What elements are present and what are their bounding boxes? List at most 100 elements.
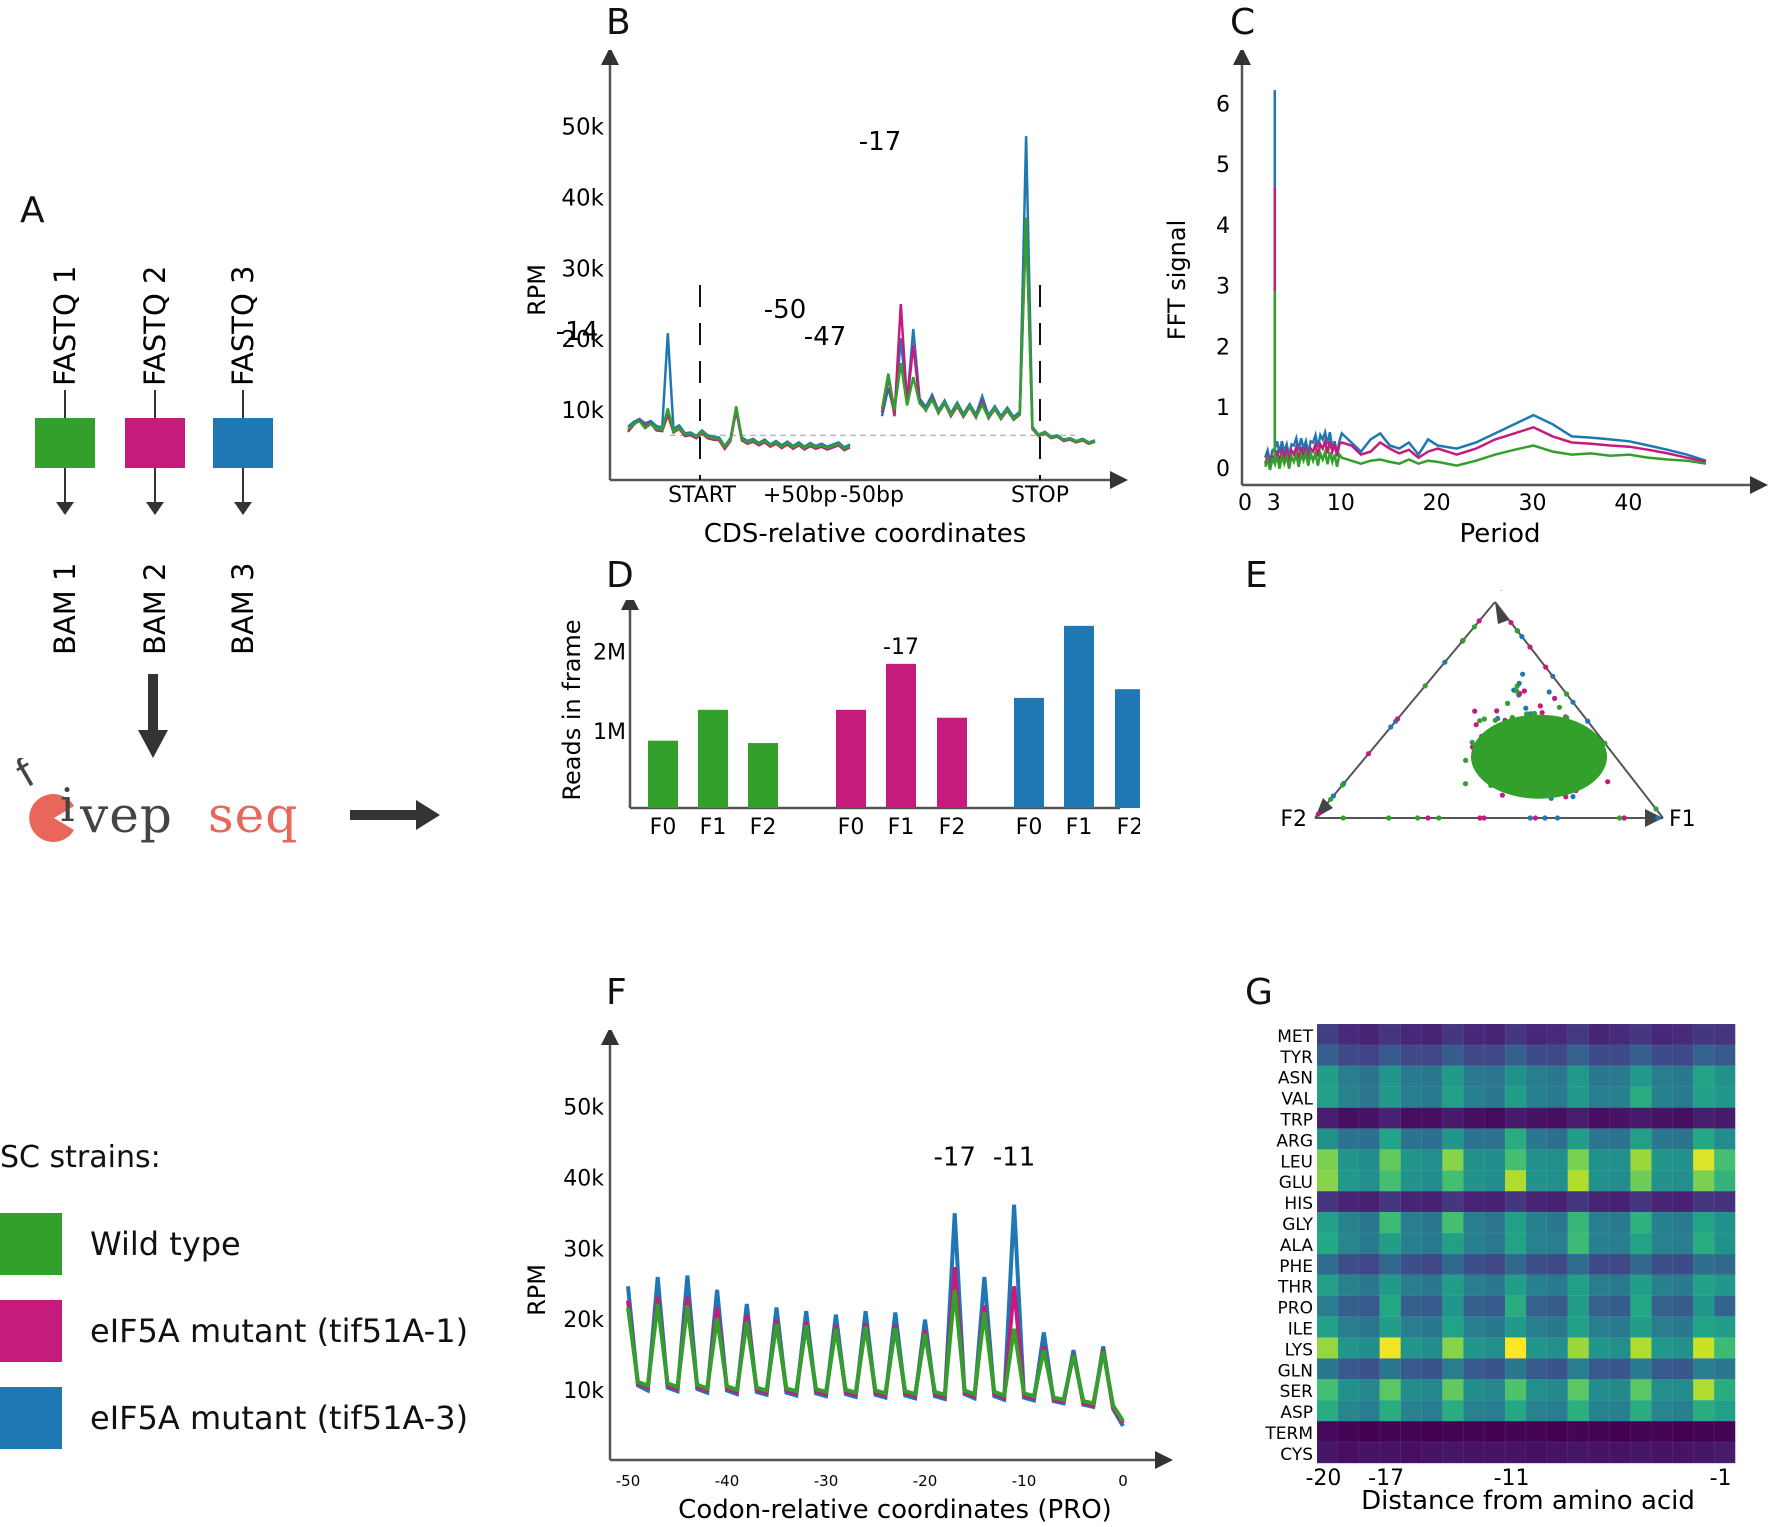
g-heatmap-cell bbox=[1567, 1441, 1590, 1464]
g-heatmap-cell bbox=[1504, 1274, 1527, 1297]
g-heatmap-cell bbox=[1337, 1253, 1360, 1276]
f-y-tick-label: 20k bbox=[563, 1308, 604, 1333]
g-row-label: MET bbox=[1277, 1027, 1313, 1047]
g-heatmap-cell bbox=[1692, 1128, 1715, 1150]
g-heatmap-cell bbox=[1692, 1190, 1715, 1213]
d-y-tick-label: 1M bbox=[593, 720, 626, 745]
g-heatmap-cell bbox=[1630, 1337, 1652, 1359]
g-heatmap-cell bbox=[1651, 1044, 1673, 1067]
b-y-tick-label: 30k bbox=[561, 256, 604, 282]
g-heatmap-cell bbox=[1316, 1232, 1339, 1255]
g-heatmap-cell bbox=[1442, 1149, 1464, 1171]
g-heatmap-cell bbox=[1421, 1065, 1443, 1088]
g-heatmap-cell bbox=[1358, 1211, 1381, 1234]
g-heatmap-cell bbox=[1692, 1065, 1715, 1088]
g-heatmap-cell bbox=[1316, 1379, 1339, 1401]
g-heatmap-cell bbox=[1358, 1232, 1381, 1255]
g-heatmap-cell bbox=[1358, 1128, 1381, 1150]
g-heatmap-cell bbox=[1504, 1379, 1527, 1401]
d-bar bbox=[698, 709, 728, 808]
right-arrow-shaft bbox=[350, 810, 420, 820]
g-heatmap-cell bbox=[1630, 1379, 1652, 1401]
e-point-edge bbox=[1570, 699, 1576, 705]
g-heatmap-cell bbox=[1609, 1044, 1632, 1067]
g-heatmap-cell bbox=[1546, 1316, 1569, 1339]
f-x-tick-label: -50 bbox=[616, 1472, 641, 1490]
g-heatmap-cell bbox=[1672, 1190, 1694, 1213]
g-heatmap-cell bbox=[1630, 1149, 1652, 1171]
d-x-tick-label: F2 bbox=[1117, 815, 1140, 840]
g-heatmap-cell bbox=[1337, 1379, 1360, 1401]
main-down-arrow-icon bbox=[138, 730, 168, 758]
g-heatmap-cell bbox=[1337, 1211, 1360, 1234]
g-heatmap-cell bbox=[1442, 1420, 1464, 1443]
g-heatmap-cell bbox=[1651, 1399, 1673, 1422]
g-heatmap-cell bbox=[1504, 1358, 1527, 1380]
e-point-edge bbox=[1508, 620, 1514, 626]
g-heatmap-cell bbox=[1588, 1399, 1611, 1422]
g-heatmap-cell bbox=[1588, 1023, 1611, 1046]
c-x-tick-label: 20 bbox=[1423, 491, 1451, 516]
f-x-arrow-icon bbox=[1155, 1451, 1173, 1469]
e-point bbox=[1546, 689, 1552, 695]
g-heatmap-cell bbox=[1337, 1170, 1360, 1192]
g-heatmap-cell bbox=[1379, 1232, 1402, 1255]
d-x-tick-label: F1 bbox=[700, 815, 727, 840]
g-heatmap-cell bbox=[1421, 1128, 1443, 1150]
g-heatmap-cell bbox=[1567, 1149, 1590, 1171]
g-heatmap-cell bbox=[1421, 1232, 1443, 1255]
e-point-edge bbox=[1415, 815, 1421, 821]
g-row-label: GLU bbox=[1279, 1173, 1313, 1193]
g-heatmap-cell bbox=[1358, 1274, 1381, 1297]
g-heatmap-cell bbox=[1546, 1232, 1569, 1255]
c-x-tick-label: 40 bbox=[1614, 491, 1642, 516]
c-x-axis-label: Period bbox=[1459, 519, 1540, 549]
c-y-tick-label: 6 bbox=[1216, 92, 1230, 117]
g-heatmap-cell bbox=[1525, 1316, 1548, 1339]
g-heatmap-cell bbox=[1463, 1149, 1485, 1171]
legend-swatch bbox=[0, 1300, 62, 1362]
g-heatmap-cell bbox=[1588, 1086, 1611, 1109]
g-heatmap-cell bbox=[1463, 1086, 1485, 1109]
g-heatmap-cell bbox=[1692, 1253, 1715, 1276]
g-heatmap-cell bbox=[1546, 1399, 1569, 1422]
g-row-label: GLY bbox=[1282, 1215, 1313, 1235]
g-heatmap-cell bbox=[1463, 1399, 1485, 1422]
g-heatmap-cell bbox=[1672, 1399, 1694, 1422]
e-point-edge bbox=[1339, 782, 1346, 788]
g-heatmap-cell bbox=[1358, 1295, 1381, 1318]
bam-label-2: BAM 2 bbox=[138, 563, 172, 655]
e-point-edge bbox=[1532, 815, 1538, 821]
g-heatmap-cell bbox=[1588, 1379, 1611, 1401]
g-heatmap-cell bbox=[1463, 1107, 1485, 1130]
e-point bbox=[1570, 794, 1576, 800]
g-heatmap-cell bbox=[1421, 1399, 1443, 1422]
e-point-edge bbox=[1328, 796, 1334, 802]
e-arrow-f0-icon bbox=[1495, 602, 1509, 624]
g-heatmap-cell bbox=[1463, 1337, 1485, 1359]
g-heatmap-cell bbox=[1546, 1086, 1569, 1109]
g-heatmap-cell bbox=[1713, 1420, 1736, 1443]
g-heatmap-cell bbox=[1713, 1128, 1736, 1150]
legend-label: eIF5A mutant (tif51A-3) bbox=[90, 1399, 469, 1437]
legend-item-tif51a-1: eIF5A mutant (tif51A-1) bbox=[0, 1300, 468, 1362]
g-heatmap-cell bbox=[1504, 1253, 1527, 1276]
g-heatmap-cell bbox=[1630, 1170, 1652, 1192]
g-heatmap-cell bbox=[1588, 1065, 1611, 1088]
g-heatmap-cell bbox=[1651, 1170, 1673, 1192]
g-heatmap-cell bbox=[1672, 1441, 1694, 1464]
g-heatmap-cell bbox=[1692, 1170, 1715, 1192]
g-heatmap-cell bbox=[1463, 1190, 1485, 1213]
g-heatmap-cell bbox=[1316, 1295, 1339, 1318]
g-heatmap-cell bbox=[1400, 1190, 1423, 1213]
e-point-edge bbox=[1550, 673, 1556, 679]
c-x-tick-label: 3 bbox=[1267, 491, 1281, 516]
f-x-tick-label: -20 bbox=[913, 1472, 938, 1490]
legend-item-tif51a-3: eIF5A mutant (tif51A-3) bbox=[0, 1387, 468, 1449]
g-heatmap-cell bbox=[1588, 1170, 1611, 1192]
g-heatmap-cell bbox=[1609, 1399, 1632, 1422]
e-point bbox=[1514, 683, 1520, 689]
g-heatmap-cell bbox=[1504, 1044, 1527, 1067]
g-heatmap-cell bbox=[1630, 1044, 1652, 1067]
g-heatmap-cell bbox=[1692, 1232, 1715, 1255]
